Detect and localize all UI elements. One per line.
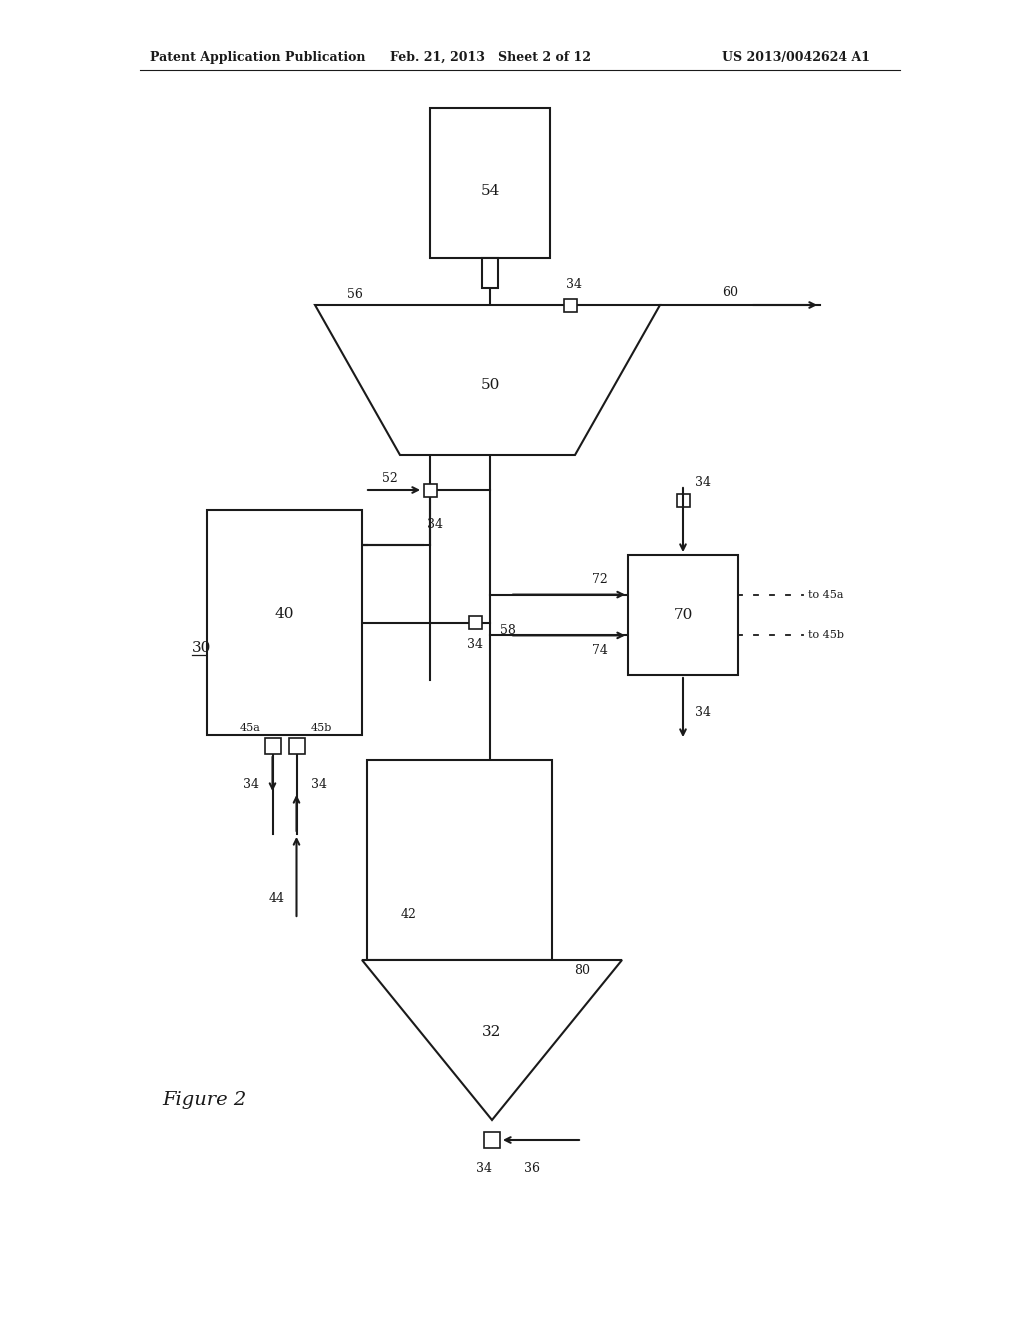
Text: 52: 52 — [382, 471, 398, 484]
Polygon shape — [362, 960, 622, 1119]
Text: 74: 74 — [592, 644, 608, 657]
Text: Figure 2: Figure 2 — [162, 1092, 246, 1109]
Bar — [469, 616, 481, 630]
Text: 70: 70 — [674, 609, 692, 622]
Bar — [563, 298, 577, 312]
Text: 80: 80 — [574, 964, 590, 977]
Text: 58: 58 — [500, 623, 516, 636]
Bar — [628, 554, 738, 675]
Text: 34: 34 — [695, 706, 711, 719]
Text: 34: 34 — [467, 638, 483, 651]
Text: 50: 50 — [480, 378, 500, 392]
Bar — [367, 760, 552, 960]
Bar — [207, 510, 362, 735]
Text: 40: 40 — [274, 607, 294, 622]
Text: 54: 54 — [480, 183, 500, 198]
Text: 60: 60 — [722, 285, 738, 298]
Text: to 45b: to 45b — [808, 631, 844, 640]
Text: 34: 34 — [566, 279, 582, 292]
Text: 45a: 45a — [240, 723, 261, 733]
Text: Patent Application Publication: Patent Application Publication — [150, 50, 366, 63]
Bar — [430, 108, 550, 257]
Text: 30: 30 — [193, 642, 211, 655]
Text: US 2013/0042624 A1: US 2013/0042624 A1 — [722, 50, 870, 63]
Text: Feb. 21, 2013   Sheet 2 of 12: Feb. 21, 2013 Sheet 2 of 12 — [389, 50, 591, 63]
Text: 72: 72 — [592, 573, 608, 586]
Text: 34: 34 — [310, 777, 327, 791]
Text: 44: 44 — [268, 892, 285, 906]
Text: 34: 34 — [243, 777, 258, 791]
Text: to 45a: to 45a — [808, 590, 844, 599]
Text: 34: 34 — [427, 519, 443, 532]
Text: 56: 56 — [347, 289, 362, 301]
Polygon shape — [315, 305, 660, 455]
Text: 42: 42 — [401, 908, 417, 921]
Text: 32: 32 — [482, 1026, 502, 1039]
Bar — [482, 257, 498, 288]
Bar — [424, 483, 436, 496]
Text: 45b: 45b — [311, 723, 332, 733]
Text: 36: 36 — [524, 1162, 540, 1175]
Bar — [677, 494, 689, 507]
Text: 34: 34 — [476, 1162, 492, 1175]
Bar — [264, 738, 281, 754]
Bar — [289, 738, 304, 754]
Text: 34: 34 — [695, 477, 711, 490]
Bar — [484, 1133, 500, 1148]
